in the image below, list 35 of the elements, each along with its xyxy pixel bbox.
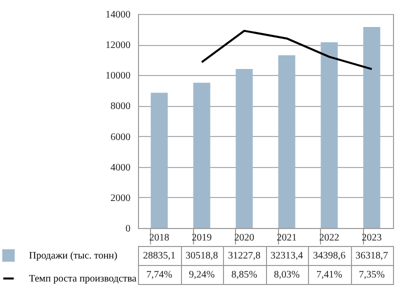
y-tick-label: 14000 bbox=[106, 10, 130, 20]
bar bbox=[236, 69, 253, 228]
text: 34398,6 bbox=[313, 250, 346, 262]
y-tick-label: 6000 bbox=[110, 132, 130, 143]
text: 9,24% bbox=[188, 270, 215, 280]
x-tick-label: 2019 bbox=[192, 232, 212, 244]
x-tick-label: 2018 bbox=[149, 232, 170, 244]
bar bbox=[363, 26, 380, 228]
text: 32313,4 bbox=[270, 250, 303, 262]
x-tick-label: 2021 bbox=[276, 232, 297, 244]
text: 7,35% bbox=[358, 270, 385, 280]
legend-label: Продажи (тыс. тонн) bbox=[29, 250, 118, 262]
text: 7,74% bbox=[146, 270, 172, 280]
text: 8,85% bbox=[231, 270, 258, 280]
text: 31227,8 bbox=[228, 250, 260, 262]
text: 36318,7 bbox=[356, 250, 388, 262]
y-tick-label: 2000 bbox=[110, 192, 130, 204]
y-tick-label: 4000 bbox=[110, 162, 130, 174]
x-tick-label: 2022 bbox=[319, 232, 340, 244]
text: 30518,8 bbox=[186, 250, 218, 262]
y-tick-label: 10000 bbox=[106, 70, 130, 82]
y-tick-label: 8000 bbox=[110, 101, 130, 112]
x-tick-label: 2023 bbox=[362, 232, 382, 244]
bar bbox=[150, 92, 168, 228]
y-tick-label: 0 bbox=[126, 224, 130, 234]
text: 7,41% bbox=[316, 270, 342, 280]
text: 8,03% bbox=[274, 270, 300, 280]
text: 28835,1 bbox=[143, 250, 176, 262]
bar bbox=[193, 82, 210, 228]
legend-label: Темп роста производства bbox=[29, 274, 137, 284]
line-series bbox=[200, 30, 373, 70]
x-tick-label: 2020 bbox=[234, 232, 254, 244]
bar bbox=[320, 42, 338, 228]
bar bbox=[278, 55, 296, 228]
y-tick-label: 12000 bbox=[106, 40, 130, 52]
